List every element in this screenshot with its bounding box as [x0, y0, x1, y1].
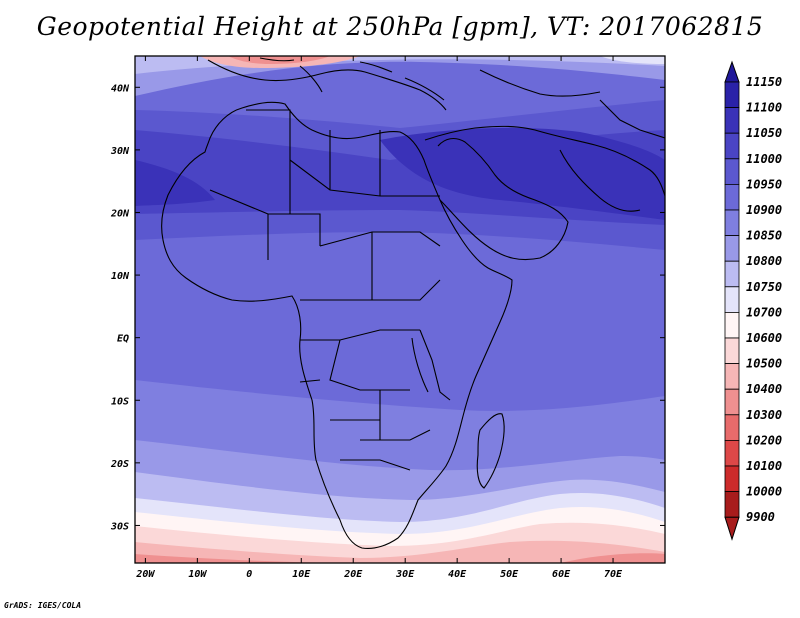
lon-tick-label: 0 [246, 569, 252, 580]
lat-tick-label: 20S [110, 459, 129, 470]
colorbar-level-label: 10400 [746, 382, 782, 396]
colorbar-level-label: 10950 [746, 177, 782, 191]
lon-tick-label: 60E [552, 569, 571, 580]
colorbar-swatch [724, 491, 740, 518]
colorbar-swatch [724, 107, 740, 134]
lon-tick-label: 10W [188, 569, 207, 580]
colorbar-level-label: 10750 [746, 280, 782, 294]
colorbar-level-label: 9900 [746, 510, 775, 524]
lon-axis: 20W 10W 0 10E 20E 30E 40E 50E 60E 70E [135, 56, 623, 580]
colorbar-level-label: 10000 [746, 485, 782, 499]
colorbar-swatch [724, 311, 740, 339]
colorbar-level-label: 10800 [746, 254, 782, 268]
colorbar-swatch [724, 132, 740, 160]
lat-tick-label: 30S [110, 521, 129, 532]
colorbar-top-arrow [724, 60, 740, 83]
colorbar-swatch [724, 158, 740, 185]
colorbar-level-label: 11000 [746, 152, 782, 166]
colorbar-swatch [724, 209, 740, 237]
colorbar-swatch [724, 414, 740, 441]
colorbar-level-label: 10300 [746, 408, 782, 422]
coastlines [161, 57, 665, 549]
colorbar-swatch [724, 388, 740, 416]
colorbar-level-label: 10900 [746, 203, 782, 217]
colorbar-swatch [724, 260, 740, 288]
colorbar-swatch [724, 286, 740, 313]
colorbar-level-label: 10100 [746, 459, 782, 473]
lon-tick-label: 70E [604, 569, 623, 580]
colorbar-swatch [724, 235, 740, 262]
colorbar: 11150 11100 11050 11000 10950 10900 10850 10800… [724, 60, 782, 541]
colorbar-level-label: 11050 [746, 126, 782, 140]
colorbar-swatch [724, 81, 740, 109]
grads-credit: GrADS: IGES/COLA [4, 601, 82, 610]
colorbar-swatch [724, 183, 740, 211]
lon-tick-label: 30E [395, 569, 415, 580]
colorbar-bottom-arrow [724, 516, 740, 541]
colorbar-level-label: 10500 [746, 357, 782, 371]
lat-axis: 40N 30N 20N 10N EQ 10S 20S 30S [110, 83, 665, 532]
lat-tick-label: 30N [110, 146, 130, 157]
lon-tick-label: 20W [135, 569, 155, 580]
lon-tick-label: 40E [448, 569, 467, 580]
colorbar-swatch [724, 439, 740, 467]
map-title: Geopotential Height at 250hPa [gpm], VT:… [36, 12, 764, 41]
lat-tick-label: 20N [110, 208, 130, 219]
lon-tick-label: 10E [292, 569, 311, 580]
lat-tick-label: 10N [111, 271, 130, 282]
plot-frame [134, 55, 666, 564]
colorbar-level-label: 10700 [746, 305, 782, 319]
colorbar-level-label: 11100 [746, 101, 782, 115]
colorbar-swatch [724, 465, 740, 493]
colorbar-level-label: 10850 [746, 229, 782, 243]
colorbar-level-label: 10200 [746, 433, 782, 447]
lat-tick-label: EQ [117, 334, 129, 345]
lat-tick-label: 10S [111, 396, 129, 407]
lon-tick-label: 20E [343, 569, 363, 580]
lat-tick-label: 40N [111, 83, 130, 94]
colorbar-level-label: 10600 [746, 331, 782, 345]
colorbar-swatch [724, 363, 740, 390]
colorbar-swatch [724, 337, 740, 365]
lon-tick-label: 50E [500, 569, 519, 580]
colorbar-level-label: 11150 [746, 75, 782, 89]
